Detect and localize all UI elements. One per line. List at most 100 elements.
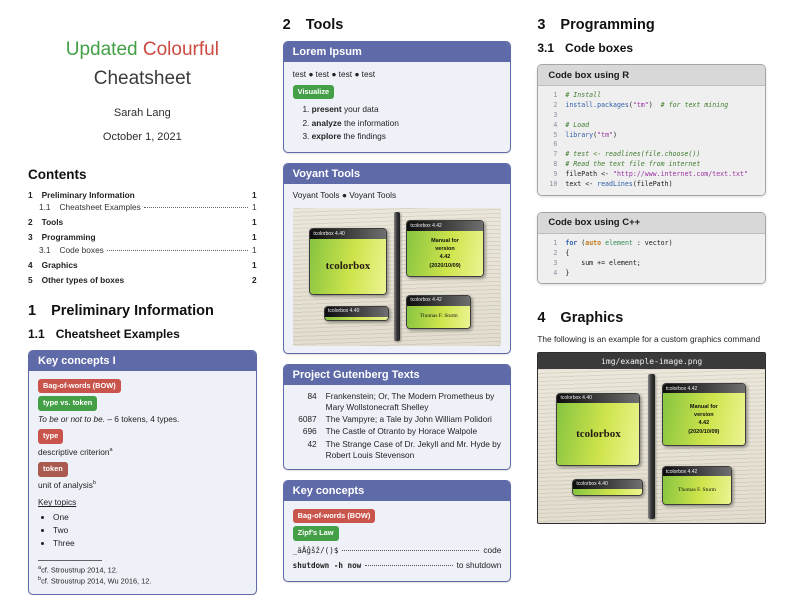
section-number: 3 xyxy=(537,17,546,33)
gutenberg-book-title: Frankenstein; Or, The Modern Prometheus … xyxy=(325,391,495,412)
toc-page-number: 1 xyxy=(252,244,257,255)
code-text: sum += element; xyxy=(565,258,641,267)
line-number: 8 xyxy=(553,160,558,169)
term-description: to shutdown xyxy=(456,560,502,571)
document-date: October 1, 2021 xyxy=(102,131,182,143)
code-text: text <- readLines(filePath) xyxy=(565,180,673,189)
toc-label: Code boxes xyxy=(59,244,104,255)
badge-row: Visualize xyxy=(292,84,502,99)
example-result: – 6 tokens, 4 types. xyxy=(107,413,180,424)
toc-entry[interactable]: 2 Tools 1 xyxy=(28,216,257,228)
section-3-heading: 3 Programming xyxy=(537,17,766,33)
code-line: 10 text <- readLines(filePath) xyxy=(546,180,757,190)
tcolorbox-manual-header: tcolorbox 4.42 xyxy=(662,384,745,394)
badge-row: token xyxy=(38,462,247,477)
toc-entry[interactable]: 4 Graphics 1 xyxy=(28,259,257,271)
spine-graphic xyxy=(648,374,656,519)
toc-label: Tools xyxy=(41,217,64,228)
code-text: } xyxy=(565,268,570,277)
r-code-title: Code box using R xyxy=(538,65,766,86)
lorem-ipsum-body: test ● test ● test ● test Visualize pres… xyxy=(284,62,511,152)
toc-page-number: 1 xyxy=(252,202,257,213)
section-2-heading: 2 Tools xyxy=(283,17,512,33)
title-word-colourful: Colourful xyxy=(142,39,219,60)
tcolorbox-author-box: tcolorbox 4.42 Thomas F. Sturm xyxy=(406,294,472,330)
spine-graphic xyxy=(393,211,401,342)
example-image-figure: img/example-image.png tcolorbox 4.40 tcol… xyxy=(537,352,767,525)
line-number: 9 xyxy=(553,170,558,179)
gutenberg-title: Project Gutenberg Texts xyxy=(283,364,511,385)
section-number: 2 xyxy=(282,17,291,33)
section-number: 4 xyxy=(537,310,546,327)
footnote-mark-b: b xyxy=(92,479,96,486)
gutenberg-row: 6087 The Vampyre; a Tale by John William … xyxy=(293,414,502,425)
tcolorbox-author-header: tcolorbox 4.42 xyxy=(662,467,732,477)
gutenberg-row: 42 The Strange Case of Dr. Jekyll and Mr.… xyxy=(293,439,502,461)
term-description: code xyxy=(483,544,502,555)
graphics-caption: The following is an example for a custom… xyxy=(537,334,761,345)
test-items-line: test ● test ● test ● test xyxy=(292,69,376,79)
toc-entry[interactable]: 1 Preliminary Information 1 xyxy=(28,189,257,201)
tcolorbox-author-body: Thomas F. Sturm xyxy=(662,476,732,504)
badge-visualize: Visualize xyxy=(292,84,335,99)
toc-entry[interactable]: 1.1 Cheatsheet Examples 1 xyxy=(28,201,257,213)
document-title-line1: Updated Colourful xyxy=(28,36,257,65)
tcolorbox-manual-body: Manual for version 4.42 (2020/10/09) xyxy=(662,393,745,446)
gutenberg-id: 6087 xyxy=(298,414,317,425)
toc-entry[interactable]: 3 Programming 1 xyxy=(28,231,257,243)
toc-number: 1.1 xyxy=(39,202,51,213)
code-line: 3 sum += element; xyxy=(546,259,757,269)
badge-row: Zipf's Law xyxy=(292,526,502,541)
example-quote: To be or not to be. xyxy=(38,413,106,424)
key-topics-heading: Key topics xyxy=(38,497,77,508)
code-line: 2 install.packages("tm") # for text minin… xyxy=(546,101,757,111)
step-item: explore the findings xyxy=(312,130,502,144)
toc-leader xyxy=(106,249,248,251)
line-number: 4 xyxy=(553,268,558,277)
tcolorbox-sample-header: tcolorbox 4.40 xyxy=(310,229,386,240)
toc-number: 3 xyxy=(28,232,33,243)
toc-page-number: 1 xyxy=(252,217,257,228)
cpp-code-title: Code box using C++ xyxy=(538,212,766,234)
code-line: 2{ xyxy=(546,249,757,259)
toc-entry[interactable]: 5 Other types of boxes 2 xyxy=(28,274,257,286)
tcolorbox-image: tcolorbox 4.40 tcolorbox tcolorbox 4.42 Man… xyxy=(292,207,502,346)
badge-type: type xyxy=(38,429,64,444)
toc-entry[interactable]: 3.1 Code boxes 1 xyxy=(28,244,257,256)
gutenberg-id: 84 xyxy=(307,391,317,402)
code-text: filePath <- "http://www.internet.com/tex… xyxy=(565,170,748,179)
tcolorbox-author-box: tcolorbox 4.42 Thomas F. Sturm xyxy=(661,466,733,505)
tcolorbox-sample-body: tcolorbox xyxy=(310,239,386,294)
title-block: Updated Colourful Cheatsheet Sarah Lang … xyxy=(28,36,257,143)
toc-page-number: 2 xyxy=(252,274,257,285)
toc-number: 1 xyxy=(28,190,33,200)
section-number: 1 xyxy=(28,303,37,320)
r-code-box: Code box using R 1 # Install 2 install.pack… xyxy=(537,64,767,196)
r-code-body: 1 # Install 2 install.packages("tm") # for … xyxy=(538,86,766,195)
footnote-a: acf. Stroustrup 2014, 12. xyxy=(38,564,118,574)
line-number: 6 xyxy=(553,140,558,149)
section-title: Tools xyxy=(305,17,344,33)
toc-number: 4 xyxy=(28,259,33,270)
table-of-contents: Contents 1 Preliminary Information 1 1.1 Che… xyxy=(28,167,257,286)
line-number: 10 xyxy=(549,180,558,189)
section-title: Programming xyxy=(560,17,655,33)
toc-page-number: 1 xyxy=(252,259,257,270)
voyant-tools-title: Voyant Tools xyxy=(283,164,511,185)
gutenberg-id: 696 xyxy=(302,426,317,437)
subsection-number: 3.1 xyxy=(537,41,555,55)
key-concepts-1-box: Key concepts I Bag-of-words (BOW) type v… xyxy=(28,350,257,595)
tcolorbox-image: tcolorbox 4.40 tcolorbox tcolorbox 4.42 Man… xyxy=(538,369,766,524)
code-line: 1 for (auto element : vector) xyxy=(546,239,757,249)
tcolorbox-manual-body: Manual for version 4.42 (2020/10/09) xyxy=(407,231,483,276)
type-definition: descriptive criteriona xyxy=(38,446,113,457)
cheatsheet-page: Updated Colourful Cheatsheet Sarah Lang … xyxy=(0,0,794,561)
toc-number: 5 xyxy=(28,274,33,285)
key-concepts-2-title: Key concepts xyxy=(283,480,511,501)
line-number: 2 xyxy=(553,248,558,257)
code-text: # Load xyxy=(565,120,590,129)
voyant-links-line[interactable]: Voyant Tools ● Voyant Tools xyxy=(292,190,397,201)
code-line: 8 # Read the text file from internet xyxy=(546,160,757,170)
gutenberg-row: 84 Frankenstein; Or, The Modern Prometheu… xyxy=(293,391,502,413)
subsection-title: Code boxes xyxy=(565,41,634,55)
